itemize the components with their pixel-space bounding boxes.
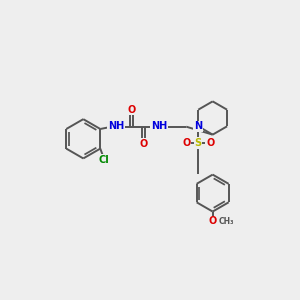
Text: NH: NH xyxy=(151,121,167,130)
Text: O: O xyxy=(208,216,217,226)
Text: O: O xyxy=(206,138,214,148)
Text: NH: NH xyxy=(108,121,124,130)
Text: S: S xyxy=(195,138,202,148)
Text: CH₃: CH₃ xyxy=(218,217,234,226)
Text: N: N xyxy=(194,121,202,131)
Text: Cl: Cl xyxy=(98,155,109,165)
Text: O: O xyxy=(182,138,190,148)
Text: O: O xyxy=(128,105,136,115)
Text: O: O xyxy=(140,139,148,148)
